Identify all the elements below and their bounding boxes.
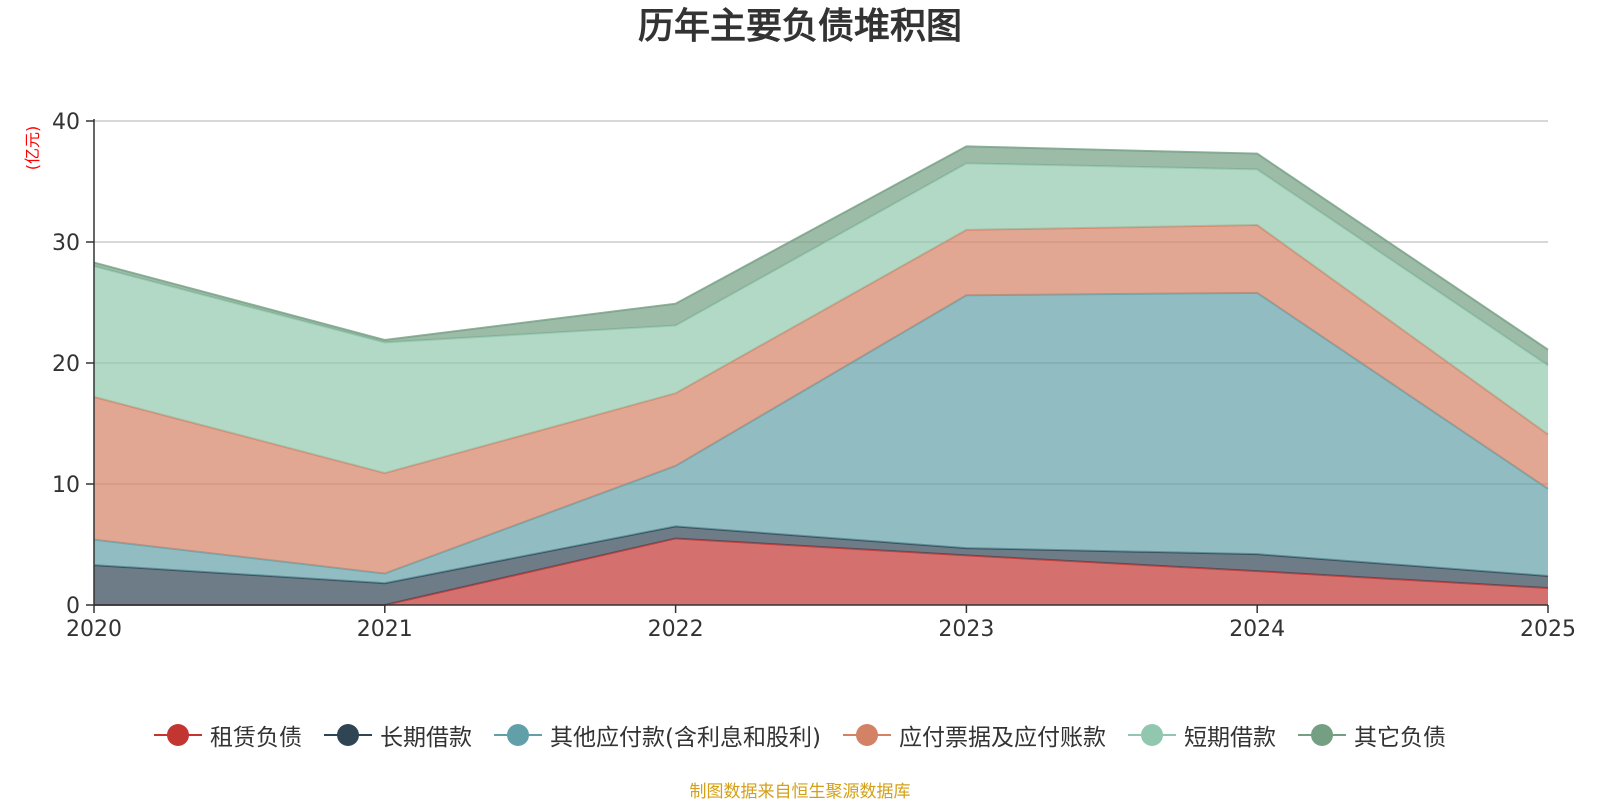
legend-marker-icon [324,722,373,748]
legend-label: 应付票据及应付账款 [898,725,1106,751]
legend-label: 其它负债 [1353,725,1446,751]
data-source-note: 制图数据来自恒生聚源数据库 [689,782,911,802]
x-tick-label: 2025 [1520,617,1576,642]
legend-marker-icon [494,722,543,748]
y-tick-label: 20 [52,352,80,377]
x-tick-label: 2024 [1229,617,1285,642]
x-tick-label: 2023 [938,617,994,642]
legend-item[interactable]: 其他应付款(含利息和股利) [494,718,821,752]
legend-label: 长期借款 [380,725,473,751]
legend-label: 租赁负债 [210,725,303,751]
legend-marker-icon [154,722,203,748]
area-series-5 [94,163,1548,474]
legend: 租赁负债 长期借款 其他应付款(含利息和股利) 应付票据及应付账款 短期借款 其它负债 [0,718,1600,752]
series-line-6 [93,145,1549,351]
legend-marker-icon [842,722,891,748]
legend-item[interactable]: 租赁负债 [154,718,302,752]
area-series-3 [94,292,1548,584]
legend-item[interactable]: 短期借款 [1127,718,1276,752]
legend-item[interactable]: 其它负债 [1297,718,1446,752]
x-tick-label: 2020 [66,617,122,642]
area-series-2 [94,526,1548,605]
chart-title: 历年主要负债堆积图 [637,6,962,47]
legend-item[interactable]: 长期借款 [324,718,472,752]
area-series-4 [94,225,1548,574]
y-tick-label: 10 [52,473,80,498]
area-series-1 [94,538,1548,605]
legend-item[interactable]: 应付票据及应付账款 [842,718,1106,752]
axes: 0 10 20 30 40 2020 2021 2022 2023 2024 2025 [52,110,1576,642]
y-axis-unit-label: (亿元) [23,126,42,171]
legend-label: 其他应付款(含利息和股利) [550,725,821,751]
legend-label: 短期借款 [1183,725,1276,751]
y-tick-label: 30 [52,231,80,256]
x-tick-label: 2022 [648,617,704,642]
legend-marker-icon [1297,722,1346,748]
y-tick-label: 40 [52,110,80,135]
area-series-layer [93,145,1549,606]
legend-marker-icon [1127,722,1176,748]
x-tick-label: 2021 [357,617,413,642]
y-tick-label: 0 [66,594,80,619]
